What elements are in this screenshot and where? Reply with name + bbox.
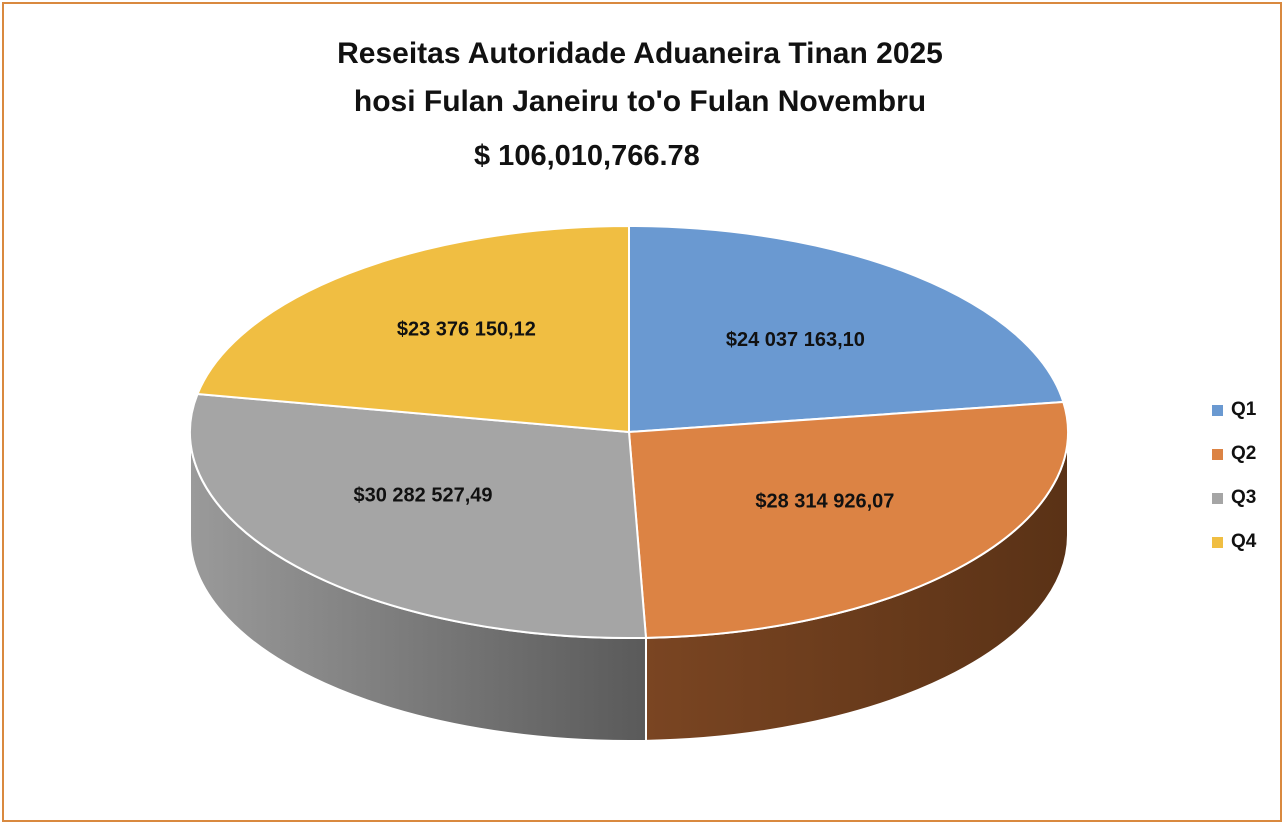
data-label-q1: $24 037 163,10 [726,329,865,351]
legend-item-q4: Q4 [1212,520,1256,564]
legend-swatch-q1 [1212,404,1223,416]
legend: Q1 Q2 Q3 Q4 [1212,388,1256,564]
pie-slice-q2 [628,401,1069,639]
pie-labels: $24 037 163,10 $28 314 926,07 $30 282 527,… [353,318,894,512]
pie-tops [189,225,1069,640]
pie-slice-q4 [196,225,630,433]
legend-label-q2: Q2 [1231,443,1257,464]
legend-label-q1: Q1 [1231,399,1257,420]
chart-title-line-1: Reseitas Autoridade Aduaneira Tinan 2025 [337,37,943,70]
legend-item-q2: Q2 [1212,432,1256,476]
chart-title: Reseitas Autoridade Aduaneira Tinan 2025… [0,30,1280,126]
legend-swatch-q4 [1212,536,1223,548]
legend-swatch-q3 [1212,492,1223,504]
pie-slice-q1 [628,225,1065,433]
legend-item-q3: Q3 [1212,476,1256,520]
data-label-q2: $28 314 926,07 [755,491,894,513]
legend-label-q3: Q3 [1231,487,1257,508]
chart-title-line-2: hosi Fulan Janeiru to'o Fulan Novembru [353,85,927,118]
legend-item-q1: Q1 [1212,388,1256,432]
legend-swatch-q2 [1212,448,1223,460]
data-label-q4: $23 376 150,12 [397,318,536,340]
total-label: $ 106,010,766.78 [474,140,700,172]
data-label-q3: $30 282 527,49 [353,485,492,507]
pie-slice-q3 [189,393,647,640]
legend-label-q4: Q4 [1231,531,1257,552]
